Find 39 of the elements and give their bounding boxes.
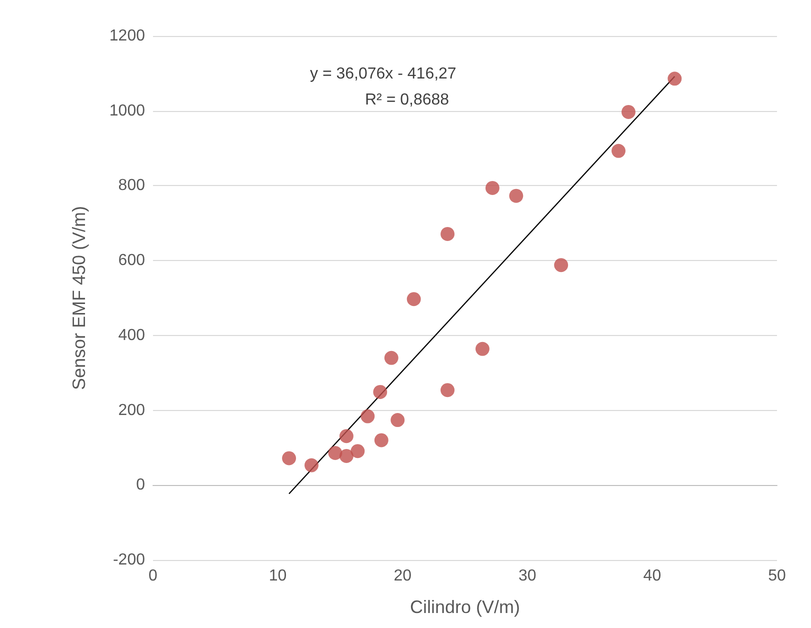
point: [485, 180, 500, 195]
point: [475, 342, 490, 356]
x-tick-label: 30: [518, 568, 536, 584]
point: [384, 350, 398, 365]
point: [390, 413, 405, 428]
y-tick-label: 400: [118, 326, 146, 344]
x-tick-label: 10: [268, 568, 287, 584]
annotation: R² = 0,8688: [365, 92, 450, 108]
y-tick-label: 0: [136, 476, 146, 494]
point: [440, 383, 455, 398]
point: [554, 258, 568, 272]
point: [440, 227, 455, 241]
x-tick-label: 0: [148, 568, 158, 584]
point: [360, 409, 375, 424]
point: [339, 429, 354, 444]
point: [373, 384, 388, 399]
point: [612, 144, 626, 158]
x-tick-label: 40: [643, 568, 662, 584]
y-tick-label: 800: [118, 177, 146, 194]
point: [339, 448, 354, 463]
y-tick-label: 1000: [109, 102, 146, 120]
point: [282, 451, 296, 466]
x-tick-label: 20: [394, 568, 412, 584]
y-tick-label: 1200: [109, 28, 146, 44]
x-axis-title: Cilindro (V/m): [410, 597, 520, 617]
annotation: y = 36,076x - 416,27: [310, 66, 456, 82]
point: [509, 188, 524, 203]
y-tick-label: 600: [118, 252, 146, 270]
point: [668, 72, 682, 86]
point: [304, 458, 318, 472]
y-tick-label: -200: [112, 552, 146, 568]
point: [622, 104, 636, 119]
point: [350, 444, 365, 458]
point: [374, 433, 388, 448]
point: [406, 292, 421, 306]
y-tick-label: 200: [118, 402, 146, 419]
y-axis-title: Sensor EMF 450 (V/m): [69, 206, 89, 390]
x-tick-label: 50: [768, 568, 786, 584]
point: [328, 446, 342, 460]
